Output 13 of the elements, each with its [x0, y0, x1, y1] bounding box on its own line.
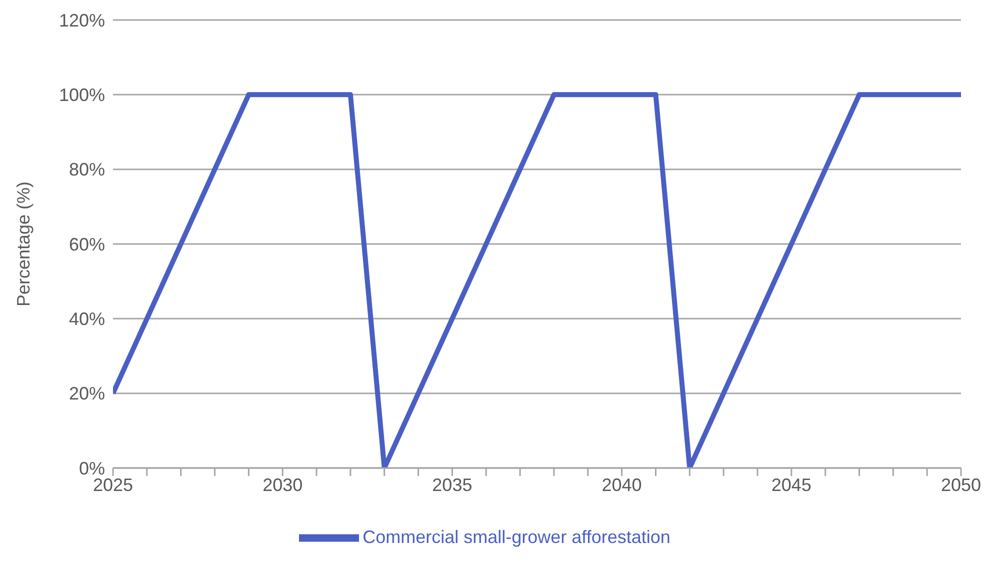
x-tick-label: 2040 — [602, 474, 642, 495]
x-tick-label: 2030 — [262, 474, 303, 495]
y-tick-label: 100% — [58, 85, 105, 106]
y-axis-title: Percentage (%) — [13, 181, 34, 307]
x-tick-label: 2035 — [432, 474, 472, 495]
legend-label: Commercial small-grower afforestation — [362, 526, 670, 547]
y-tick-label: 20% — [68, 384, 105, 404]
y-tick-label: 40% — [68, 309, 105, 330]
y-tick-label: 60% — [68, 234, 105, 254]
x-tick-label: 2045 — [771, 474, 812, 495]
y-tick-label: 120% — [58, 10, 105, 30]
y-tick-label: 80% — [68, 160, 105, 180]
x-tick-label: 2050 — [940, 474, 982, 495]
